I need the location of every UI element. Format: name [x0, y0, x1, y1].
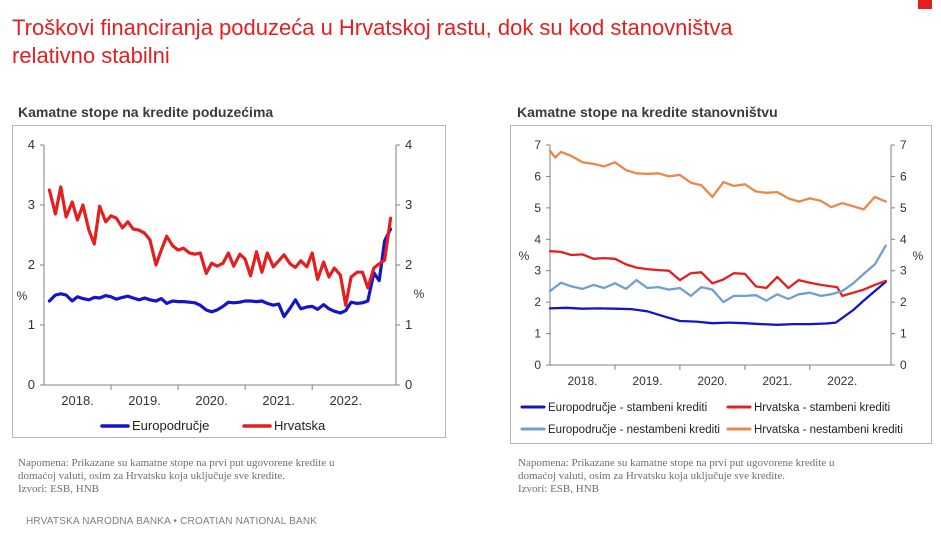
y-tick-label-right: 1 [405, 317, 412, 332]
chart-border [510, 125, 932, 444]
x-tick-label-2020: 2020. [697, 374, 727, 388]
legend-label-europodrucje-stambeni-krediti: Europodručje - stambeni krediti [548, 402, 707, 414]
page-title-line-2: relativno stabilni [12, 43, 170, 68]
series-line-europodrucje-nestambeni-krediti [548, 244, 887, 304]
y-tick-label-right: 1 [900, 327, 907, 341]
page-title-line-1: Troškovi financiranja poduzeća u Hrvatsk… [12, 15, 733, 40]
y-axis-label-right: % [414, 287, 425, 301]
corner-accent-mark [918, 0, 932, 9]
left-note-line-3: Izvori: ESB, HNB [18, 483, 99, 495]
x-tick-label-2022: 2022. [827, 374, 857, 388]
y-tick-label-right: 5 [900, 201, 907, 215]
x-tick-label-2019: 2019. [632, 374, 662, 388]
footer-bank-name: HRVATSKA NARODNA BANKA • CROATIAN NATION… [26, 516, 318, 527]
y-tick-label-left: 1 [28, 317, 35, 332]
x-tick-label-2018: 2018. [567, 374, 597, 388]
series-line-hrvatska [47, 185, 393, 307]
y-tick-label-left: 0 [534, 358, 541, 372]
left-note-line-2: domaćoj valuti, osim za Hrvatsku koja uk… [18, 470, 285, 482]
y-tick-label-right: 3 [900, 264, 907, 278]
y-tick-label-left: 3 [28, 197, 35, 212]
left-chart-title: Kamatne stope na kredite poduzećima [18, 104, 274, 120]
y-tick-label-left: 6 [534, 169, 541, 183]
right-note-line-3: Izvori: ESB, HNB [518, 483, 599, 495]
legend-label-hrvatska-nestambeni-krediti: Hrvatska - nestambeni krediti [754, 424, 903, 436]
y-tick-label-right: 4 [405, 137, 412, 152]
y-tick-label-left: 4 [534, 232, 541, 246]
y-tick-label-left: 0 [28, 377, 35, 392]
y-tick-label-right: 4 [900, 232, 907, 246]
x-tick-label-2019: 2019. [128, 393, 161, 408]
y-tick-label-right: 6 [900, 169, 907, 183]
y-tick-label-left: 3 [534, 264, 541, 278]
right-note-line-2: domaćoj valuti, osim za Hrvatsku koja uk… [518, 470, 785, 482]
y-tick-label-right: 3 [405, 197, 412, 212]
series-line-europodrucje [47, 227, 393, 319]
right-chart-note: Napomena: Prikazane su kamatne stope na … [518, 457, 918, 496]
y-tick-label-right: 2 [405, 257, 412, 272]
y-tick-label-left: 5 [534, 201, 541, 215]
left-chart-note: Napomena: Prikazane su kamatne stope na … [18, 457, 422, 496]
y-tick-label-right: 0 [405, 377, 412, 392]
left-note-line-1: Napomena: Prikazane su kamatne stope na … [18, 457, 335, 469]
right-note-line-1: Napomena: Prikazane su kamatne stope na … [518, 457, 835, 469]
series-line-hrvatska-stambeni-krediti [548, 250, 887, 298]
right-chart-title: Kamatne stope na kredite stanovništvu [517, 104, 778, 120]
y-tick-label-left: 7 [534, 138, 541, 152]
y-tick-label-right: 0 [900, 358, 907, 372]
legend-label-europodrucje: Europodručje [132, 418, 209, 433]
left-chart: 0 0 1 1 2 2 3 3 4 4 2018. 2019. 2020. 2021. 2022.% % Eur… [12, 125, 446, 438]
legend-label-hrvatska: Hrvatska [274, 418, 326, 433]
x-tick-label-2018: 2018. [61, 393, 94, 408]
chart-border [12, 125, 446, 438]
series-line-europodrucje-stambeni-krediti [548, 280, 887, 326]
y-axis-label-left: % [17, 289, 28, 303]
right-chart: 0 0 1 1 2 2 3 3 4 4 5 5 6 6 7 7 2018. 2019. 2020. 2021. 2022… [510, 125, 932, 444]
series-line-hrvatska-nestambeni-krediti [548, 149, 887, 211]
y-tick-label-left: 1 [534, 327, 541, 341]
y-tick-label-left: 2 [28, 257, 35, 272]
x-tick-label-2020: 2020. [195, 393, 228, 408]
legend-label-hrvatska-stambeni-krediti: Hrvatska - stambeni krediti [754, 402, 890, 414]
y-tick-label-right: 7 [900, 138, 907, 152]
x-tick-label-2021: 2021. [262, 393, 295, 408]
y-tick-label-left: 4 [28, 137, 35, 152]
legend-label-europodrucje-nestambeni-krediti: Europodručje - nestambeni krediti [548, 424, 720, 436]
y-axis-label-left: % [519, 249, 530, 263]
x-tick-label-2022: 2022. [329, 393, 362, 408]
x-tick-label-2021: 2021. [762, 374, 792, 388]
y-tick-label-right: 2 [900, 295, 907, 309]
page-title: Troškovi financiranja poduzeća u Hrvatsk… [12, 14, 892, 70]
y-tick-label-left: 2 [534, 295, 541, 309]
y-axis-label-right: % [913, 249, 924, 263]
